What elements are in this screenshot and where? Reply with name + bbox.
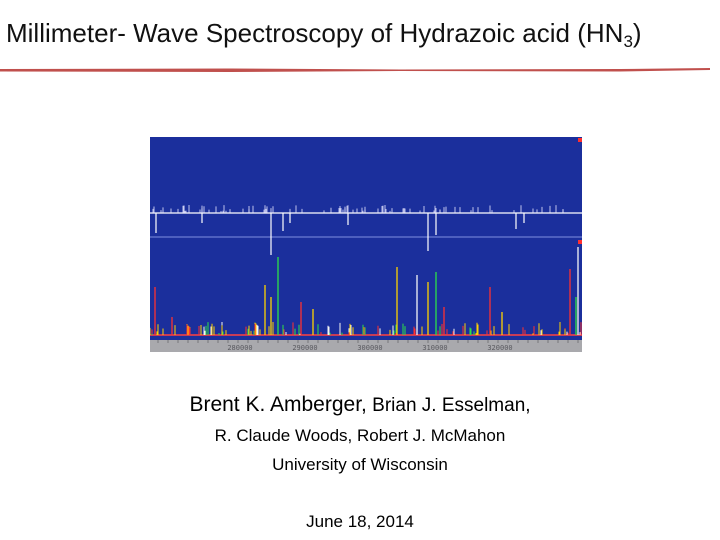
presentation-date: June 18, 2014	[306, 512, 414, 531]
lead-author: Brent K. Amberger,	[189, 393, 367, 416]
coauthor: Brian J. Esselman,	[372, 395, 531, 416]
title-underline	[0, 68, 710, 72]
axis-tick-label: 300000	[357, 344, 382, 352]
spectrum-background	[150, 137, 582, 352]
title-main: Millimeter- Wave Spectroscopy of Hydrazo…	[6, 18, 624, 48]
affiliation: University of Wisconsin	[272, 455, 448, 474]
slide-title: Millimeter- Wave Spectroscopy of Hydrazo…	[6, 18, 720, 52]
axis-tick-label: 320000	[487, 344, 512, 352]
spectrum-image: 280000 290000 300000 310000 320000	[150, 137, 582, 352]
marker-middle	[578, 240, 582, 244]
axis-tick-label: 290000	[292, 344, 317, 352]
author-line-1: Brent K. Amberger, Brian J. Esselman,	[0, 393, 720, 417]
marker-top	[578, 138, 582, 142]
axis-tick-label: 310000	[422, 344, 447, 352]
title-close: )	[632, 18, 642, 48]
title-subscript: 3	[623, 32, 633, 51]
author-line-2: R. Claude Woods, Robert J. McMahon	[214, 426, 506, 445]
axis-tick-label: 280000	[227, 344, 252, 352]
